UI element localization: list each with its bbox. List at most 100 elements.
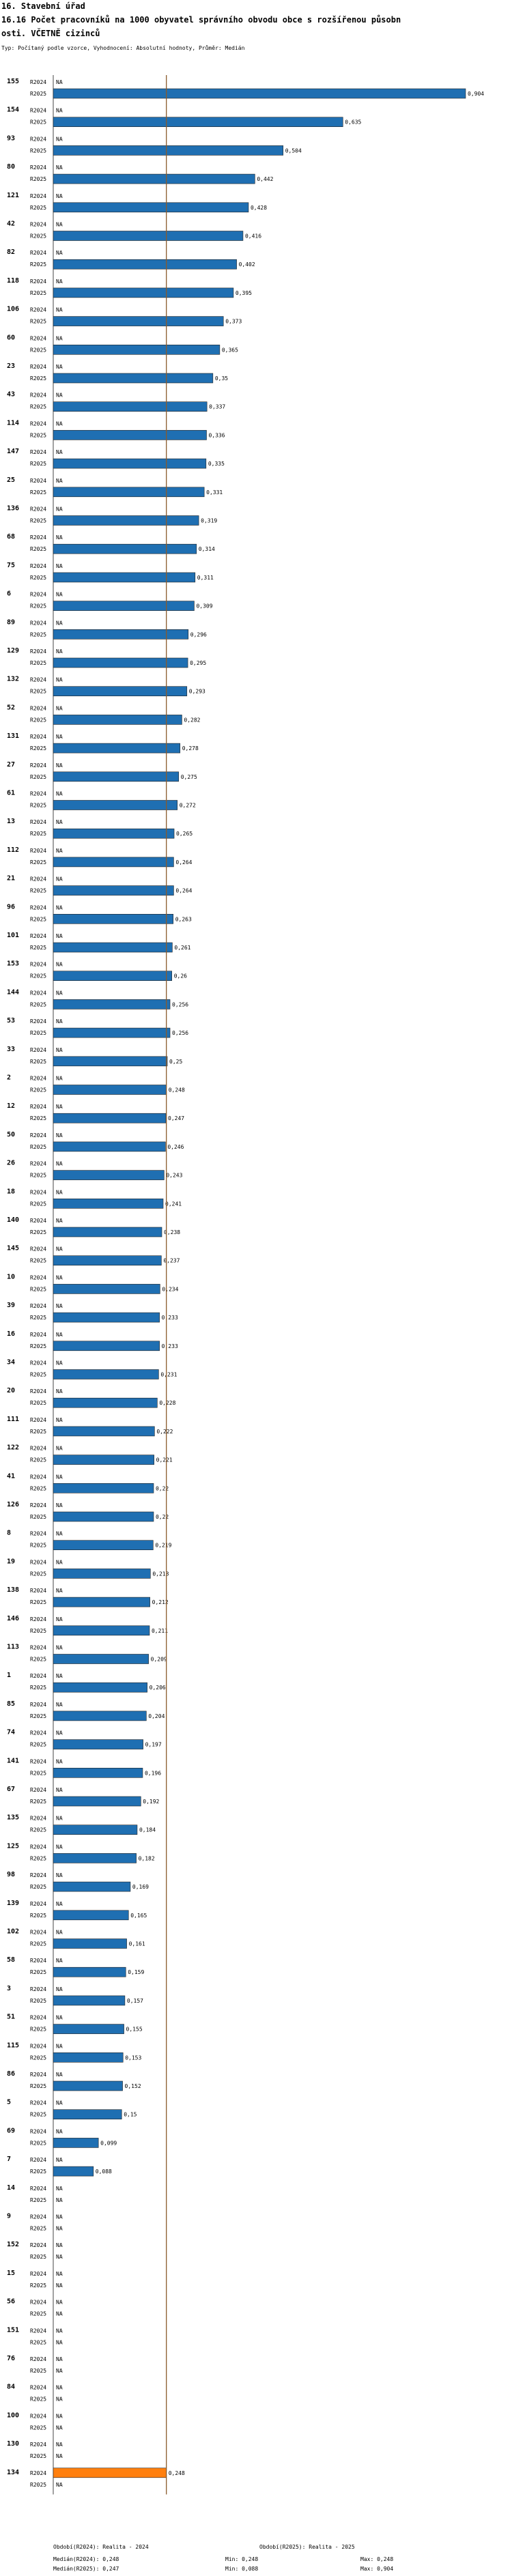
bar bbox=[53, 1768, 143, 1778]
data-label: 0,25 bbox=[169, 1059, 182, 1065]
category-label: 75 bbox=[7, 562, 15, 569]
data-label: 0,442 bbox=[257, 176, 273, 182]
category-label: 10 bbox=[7, 1273, 15, 1280]
bar bbox=[53, 1341, 160, 1351]
na-label: NA bbox=[56, 592, 63, 598]
na-label: NA bbox=[56, 164, 63, 171]
data-label: 0,635 bbox=[345, 119, 361, 126]
data-label: 0,309 bbox=[196, 603, 212, 610]
bar bbox=[53, 1625, 150, 1636]
series-label: R2025 bbox=[30, 774, 46, 780]
na-label: NA bbox=[56, 1673, 63, 1679]
category-label: 12 bbox=[7, 1102, 15, 1110]
category-label: 61 bbox=[7, 790, 15, 797]
series-label: R2025 bbox=[30, 1030, 46, 1036]
category-label: 146 bbox=[7, 1615, 19, 1622]
data-label: 0,197 bbox=[145, 1742, 162, 1748]
category-label: 126 bbox=[7, 1501, 19, 1508]
bar bbox=[53, 543, 197, 554]
series-label: R2024 bbox=[30, 1417, 46, 1423]
bar bbox=[53, 1397, 158, 1408]
data-label: 0,337 bbox=[209, 404, 225, 410]
bar bbox=[53, 1426, 155, 1437]
na-label: NA bbox=[56, 705, 63, 711]
data-label: 0,904 bbox=[468, 91, 484, 97]
bar bbox=[53, 1113, 167, 1124]
na-label: NA bbox=[56, 677, 63, 683]
na-label: NA bbox=[56, 2015, 63, 2021]
category-label: 9 bbox=[7, 2213, 11, 2220]
bar bbox=[53, 1796, 141, 1807]
category-label: 68 bbox=[7, 533, 15, 541]
na-label: NA bbox=[56, 933, 63, 939]
category-label: 134 bbox=[7, 2469, 19, 2476]
na-label: NA bbox=[56, 1274, 63, 1280]
series-label: R2024 bbox=[30, 962, 46, 968]
category-label: 106 bbox=[7, 306, 19, 313]
bar bbox=[53, 1284, 160, 1294]
na-label: NA bbox=[56, 534, 63, 541]
category-label: 52 bbox=[7, 704, 15, 711]
series-label: R2024 bbox=[30, 1588, 46, 1594]
bar bbox=[53, 1654, 149, 1664]
data-label: 0,221 bbox=[156, 1457, 173, 1463]
category-label: 19 bbox=[7, 1558, 15, 1565]
na-label: NA bbox=[56, 1872, 63, 1878]
data-label: 0,088 bbox=[96, 2169, 112, 2175]
series-label: R2025 bbox=[30, 489, 46, 496]
series-label: R2025 bbox=[30, 745, 46, 752]
category-label: 58 bbox=[7, 1956, 15, 1964]
series-label: R2025 bbox=[30, 575, 46, 581]
data-label: 0,231 bbox=[160, 1372, 177, 1378]
series-label: R2025 bbox=[30, 1514, 46, 1520]
series-label: R2025 bbox=[30, 147, 46, 154]
bar bbox=[53, 1711, 147, 1721]
series-label: R2025 bbox=[30, 2055, 46, 2061]
footer-min-2024: Min: 0,248 bbox=[225, 2556, 259, 2562]
na-label: NA bbox=[56, 2356, 63, 2362]
na-label: NA bbox=[56, 506, 63, 513]
data-label: 0,237 bbox=[163, 1258, 180, 1264]
series-label: R2025 bbox=[30, 432, 46, 438]
series-label: R2025 bbox=[30, 319, 46, 325]
series-label: R2024 bbox=[30, 1986, 46, 1992]
bar bbox=[53, 601, 195, 611]
data-label: 0,402 bbox=[239, 261, 255, 268]
series-label: R2025 bbox=[30, 1059, 46, 1065]
category-label: 5 bbox=[7, 2099, 11, 2106]
category-label: 67 bbox=[7, 1786, 15, 1793]
bar bbox=[53, 1056, 168, 1067]
series-label: R2024 bbox=[30, 848, 46, 854]
category-label: 1 bbox=[7, 1672, 11, 1679]
series-label: R2024 bbox=[30, 819, 46, 825]
data-label: 0,169 bbox=[132, 1884, 149, 1890]
series-label: R2024 bbox=[30, 250, 46, 256]
na-label: NA bbox=[56, 1531, 63, 1537]
bar bbox=[53, 1881, 131, 1892]
series-label: R2024 bbox=[30, 2442, 46, 2448]
series-label: R2024 bbox=[30, 2413, 46, 2419]
na-label: NA bbox=[56, 2128, 63, 2134]
series-label: R2024 bbox=[30, 1388, 46, 1394]
series-label: R2024 bbox=[30, 193, 46, 199]
category-label: 18 bbox=[7, 1188, 15, 1195]
series-label: R2025 bbox=[30, 1855, 46, 1861]
na-label: NA bbox=[56, 1730, 63, 1736]
na-label: NA bbox=[56, 335, 63, 341]
na-label: NA bbox=[56, 563, 63, 569]
series-label: R2024 bbox=[30, 2470, 46, 2476]
category-label: 3 bbox=[7, 1985, 11, 1992]
na-label: NA bbox=[56, 478, 63, 484]
category-label: 42 bbox=[7, 220, 15, 228]
series-label: R2025 bbox=[30, 1258, 46, 1264]
na-label: NA bbox=[56, 1417, 63, 1423]
data-label: 0,222 bbox=[156, 1429, 173, 1435]
na-label: NA bbox=[56, 1446, 63, 1452]
data-label: 0,211 bbox=[152, 1628, 168, 1634]
category-label: 82 bbox=[7, 248, 15, 256]
na-label: NA bbox=[56, 2100, 63, 2106]
category-label: 85 bbox=[7, 1700, 15, 1708]
series-label: R2024 bbox=[30, 620, 46, 626]
na-label: NA bbox=[56, 1332, 63, 1338]
na-label: NA bbox=[56, 1844, 63, 1850]
